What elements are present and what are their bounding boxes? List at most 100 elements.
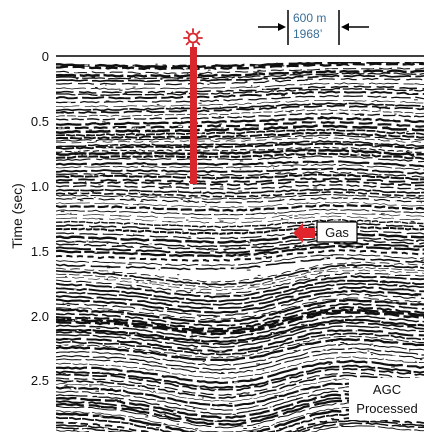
noise-speck: [80, 200, 84, 202]
noise-speck: [136, 280, 139, 282]
noise-speck: [279, 334, 283, 336]
noise-speck: [141, 165, 145, 167]
noise-speck: [213, 217, 217, 219]
noise-speck: [243, 273, 246, 275]
noise-speck: [259, 298, 264, 300]
noise-speck: [286, 340, 288, 342]
noise-speck: [153, 390, 156, 392]
noise-speck: [145, 326, 149, 328]
noise-speck: [402, 288, 404, 289]
noise-speck: [146, 424, 149, 426]
noise-speck: [175, 71, 178, 73]
noise-speck: [307, 162, 309, 164]
reflector-line: [56, 321, 424, 346]
reflector-line: [56, 208, 424, 216]
noise-speck: [178, 149, 182, 151]
noise-speck: [307, 181, 312, 183]
reflector-line: [56, 315, 424, 339]
noise-speck: [174, 136, 178, 138]
noise-speck: [115, 411, 118, 413]
noise-speck: [67, 351, 70, 353]
noise-speck: [360, 118, 363, 120]
noise-speck: [213, 273, 217, 275]
noise-speck: [97, 395, 99, 397]
noise-speck: [243, 354, 246, 356]
noise-speck: [305, 403, 310, 405]
noise-speck: [338, 345, 340, 347]
noise-speck: [81, 154, 83, 156]
noise-speck: [291, 430, 295, 431]
noise-speck: [186, 270, 189, 271]
noise-speck: [77, 393, 80, 395]
noise-speck: [256, 376, 258, 378]
noise-speck: [268, 190, 273, 192]
noise-speck: [203, 180, 204, 182]
noise-speck: [129, 386, 132, 388]
noise-speck: [257, 245, 260, 247]
noise-speck: [114, 399, 118, 401]
noise-speck: [375, 123, 378, 125]
noise-speck: [194, 365, 196, 367]
noise-speck: [156, 385, 158, 386]
noise-speck: [420, 260, 424, 262]
noise-speck: [246, 269, 251, 271]
reflector-line: [56, 329, 424, 353]
reflector-line: [56, 263, 424, 286]
noise-speck: [202, 242, 206, 244]
noise-speck: [247, 429, 249, 431]
noise-speck: [64, 395, 69, 397]
noise-speck: [366, 111, 371, 113]
noise-speck: [394, 113, 397, 115]
noise-speck: [99, 415, 103, 417]
noise-speck: [102, 159, 106, 161]
noise-speck: [152, 70, 156, 71]
noise-speck: [160, 187, 164, 189]
reflector-line: [56, 152, 424, 160]
noise-speck: [74, 71, 78, 73]
noise-speck: [286, 404, 289, 406]
noise-speck: [411, 420, 414, 422]
noise-speck: [148, 244, 152, 246]
noise-speck: [152, 238, 156, 240]
noise-speck: [300, 327, 302, 329]
noise-speck: [298, 223, 301, 224]
reflector-line: [56, 139, 424, 148]
noise-speck: [416, 240, 419, 242]
noise-speck: [104, 309, 109, 311]
noise-speck: [303, 276, 308, 278]
noise-speck: [273, 167, 275, 169]
noise-speck: [335, 137, 338, 139]
noise-speck: [188, 430, 191, 432]
reflector-line: [56, 201, 424, 209]
noise-speck: [413, 180, 416, 182]
noise-speck: [412, 89, 415, 91]
noise-speck: [150, 194, 154, 196]
noise-speck: [320, 116, 323, 117]
reflector-line: [56, 109, 424, 117]
noise-speck: [302, 157, 306, 159]
noise-speck: [389, 140, 392, 141]
well-bore: [190, 47, 197, 184]
noise-speck: [202, 361, 205, 362]
noise-speck: [353, 266, 358, 268]
processing-note-line-1: AGC: [373, 382, 401, 397]
reflector-line: [56, 194, 424, 200]
noise-speck: [279, 198, 281, 200]
noise-speck: [419, 95, 424, 97]
noise-speck: [218, 116, 222, 118]
reflector-line: [56, 112, 424, 121]
noise-speck: [110, 393, 112, 395]
noise-speck: [160, 103, 164, 105]
noise-speck: [313, 137, 315, 138]
noise-speck: [105, 84, 107, 86]
noise-speck: [422, 135, 424, 137]
noise-speck: [242, 400, 246, 402]
noise-speck: [366, 359, 368, 361]
noise-speck: [144, 148, 149, 150]
noise-speck: [310, 177, 313, 179]
noise-speck: [118, 215, 122, 217]
noise-speck: [289, 217, 293, 219]
noise-speck: [353, 194, 356, 196]
noise-speck: [350, 316, 353, 318]
noise-speck: [410, 221, 415, 223]
